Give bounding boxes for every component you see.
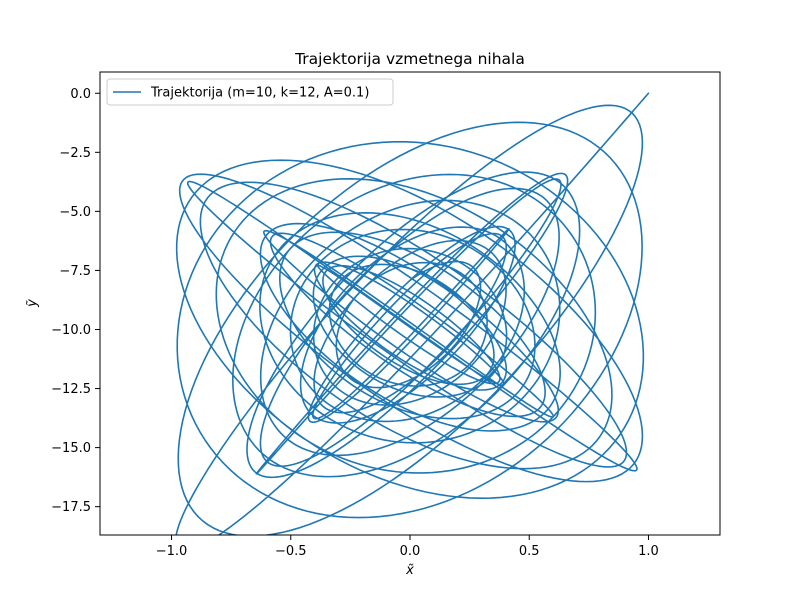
y-tick-label: −7.5 [59,264,91,279]
x-tick-label: 0.0 [400,544,421,559]
x-tick-label: −1.0 [156,544,188,559]
x-tick-label: 1.0 [638,544,659,559]
y-tick-label: −12.5 [51,382,91,397]
y-tick-label: 0.0 [70,87,91,102]
x-axis-label: x̃ [405,563,414,578]
x-tick-label: −0.5 [275,544,307,559]
y-axis: 0.0 −2.5 −5.0 −7.5 −10.0 −12.5 −15.0 −17.5 [51,87,100,515]
y-tick-label: −17.5 [51,500,91,515]
x-axis: −1.0 −0.5 0.0 0.5 1.0 [156,535,659,559]
y-tick-label: −2.5 [59,146,91,161]
x-tick-label: 0.5 [519,544,540,559]
y-tick-label: −5.0 [59,205,91,220]
trajectory-line [175,92,650,535]
y-tick-label: −10.0 [51,323,91,338]
chart-title: Trajektorija vzmetnega nihala [294,50,525,68]
y-tick-label: −15.0 [51,441,91,456]
y-axis-label: ỹ [25,299,40,308]
legend-box [106,78,394,106]
legend: Trajektorija (m=10, k=12, A=0.1) [106,78,394,106]
legend-label: Trajektorija (m=10, k=12, A=0.1) [150,86,369,101]
